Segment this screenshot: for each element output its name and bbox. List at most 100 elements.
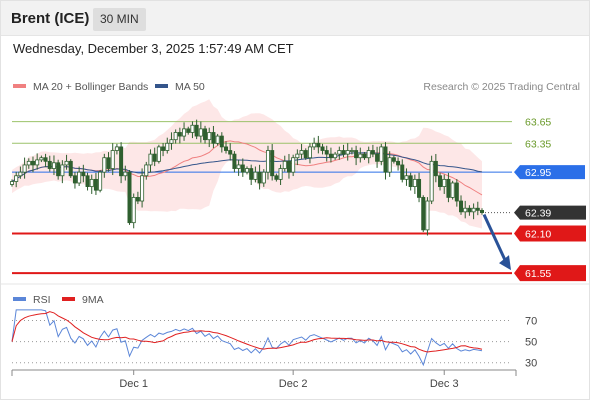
candle-body (459, 200, 464, 213)
rsi-legend-swatch (13, 297, 26, 301)
candle-body (35, 159, 40, 166)
candle (194, 119, 199, 140)
candle (35, 153, 40, 170)
candle (278, 164, 283, 186)
candle-body (14, 175, 19, 182)
candle-body (190, 124, 195, 133)
candle-body (135, 197, 140, 202)
candle (18, 166, 23, 179)
candle (383, 142, 388, 180)
candle (299, 144, 304, 159)
x-tick-dec-1: Dec 1 (119, 378, 148, 390)
candle-body (211, 132, 216, 144)
candle-body (72, 175, 77, 184)
candle (467, 205, 472, 216)
candle (244, 166, 249, 175)
candle-body (177, 132, 182, 137)
candle-body (366, 150, 371, 159)
candle (425, 197, 430, 236)
rsi-ma-legend-swatch (62, 297, 75, 301)
candle-body (479, 209, 484, 213)
candle-body (51, 162, 56, 169)
candle-body (127, 171, 132, 224)
legend-rsi-ma: 9MA (62, 294, 104, 306)
candle (85, 172, 90, 191)
rsi-grid: 70 50 30 (12, 315, 537, 370)
candle (429, 155, 434, 205)
candle-body (39, 157, 44, 161)
level-63-65-label: 63.65 (525, 117, 551, 129)
candle (47, 155, 52, 172)
level-61-55-label: 61.55 (525, 268, 551, 280)
candle-body (173, 132, 178, 141)
level-62-95-tag (514, 165, 585, 180)
candle-body (257, 171, 262, 184)
candle (345, 143, 350, 161)
candle-body (454, 182, 459, 202)
candle-body (26, 160, 31, 166)
candle (341, 144, 346, 158)
candle-body (265, 150, 270, 173)
candle-body (9, 181, 14, 185)
candle-body (303, 150, 308, 159)
candle-body (106, 157, 111, 169)
level-62-10-tag (514, 225, 586, 242)
candle (320, 143, 325, 155)
candle (349, 147, 354, 155)
rsi-line (11, 309, 483, 367)
candle-body (207, 132, 212, 141)
candle-body (442, 178, 447, 187)
candle (51, 155, 56, 176)
candle-body (299, 150, 304, 155)
timeframe-badge[interactable]: 30 MIN (93, 8, 146, 31)
candle-body (161, 146, 166, 151)
candle-body (295, 153, 300, 159)
candle (72, 171, 77, 189)
candle (328, 147, 333, 163)
candle (286, 153, 291, 179)
candle (39, 155, 44, 163)
candle (14, 171, 19, 188)
candle (119, 142, 124, 184)
forecast-arrow (482, 213, 511, 271)
candle (77, 166, 82, 187)
candle (265, 145, 270, 180)
candle-body (417, 178, 422, 198)
candle (173, 129, 178, 144)
copyright-text: Research © 2025 Trading Central (423, 81, 580, 93)
candle-body (56, 162, 61, 177)
candle (454, 179, 459, 207)
candle (370, 144, 375, 158)
candle-body (425, 200, 430, 231)
candle (249, 164, 254, 186)
candle-body (240, 164, 245, 173)
candle (295, 149, 300, 166)
candle (64, 154, 69, 170)
candle (228, 143, 233, 161)
candle-body (43, 157, 48, 162)
candle (177, 127, 182, 144)
candle (93, 172, 98, 195)
candle (366, 146, 371, 164)
ma50-line (11, 152, 483, 182)
candle (479, 208, 484, 215)
candle (198, 121, 203, 143)
candle-body (362, 153, 367, 159)
candle (182, 122, 187, 141)
rsi-tick-30: 30 (525, 358, 537, 370)
candle (291, 154, 296, 177)
candle (98, 169, 103, 193)
candle (396, 157, 401, 171)
candle (333, 151, 338, 160)
candle-body (18, 171, 23, 177)
legend-ma20: MA 20 + Bollinger Bands (13, 81, 148, 93)
candle-body (47, 160, 52, 169)
x-tick-dec-3: Dec 3 (430, 378, 459, 390)
candle-body (253, 171, 258, 180)
candle-body (291, 157, 296, 173)
candle-body (404, 175, 409, 180)
rsi-tick-70: 70 (525, 315, 537, 327)
candle-body (379, 146, 384, 162)
candle-body (148, 153, 153, 166)
